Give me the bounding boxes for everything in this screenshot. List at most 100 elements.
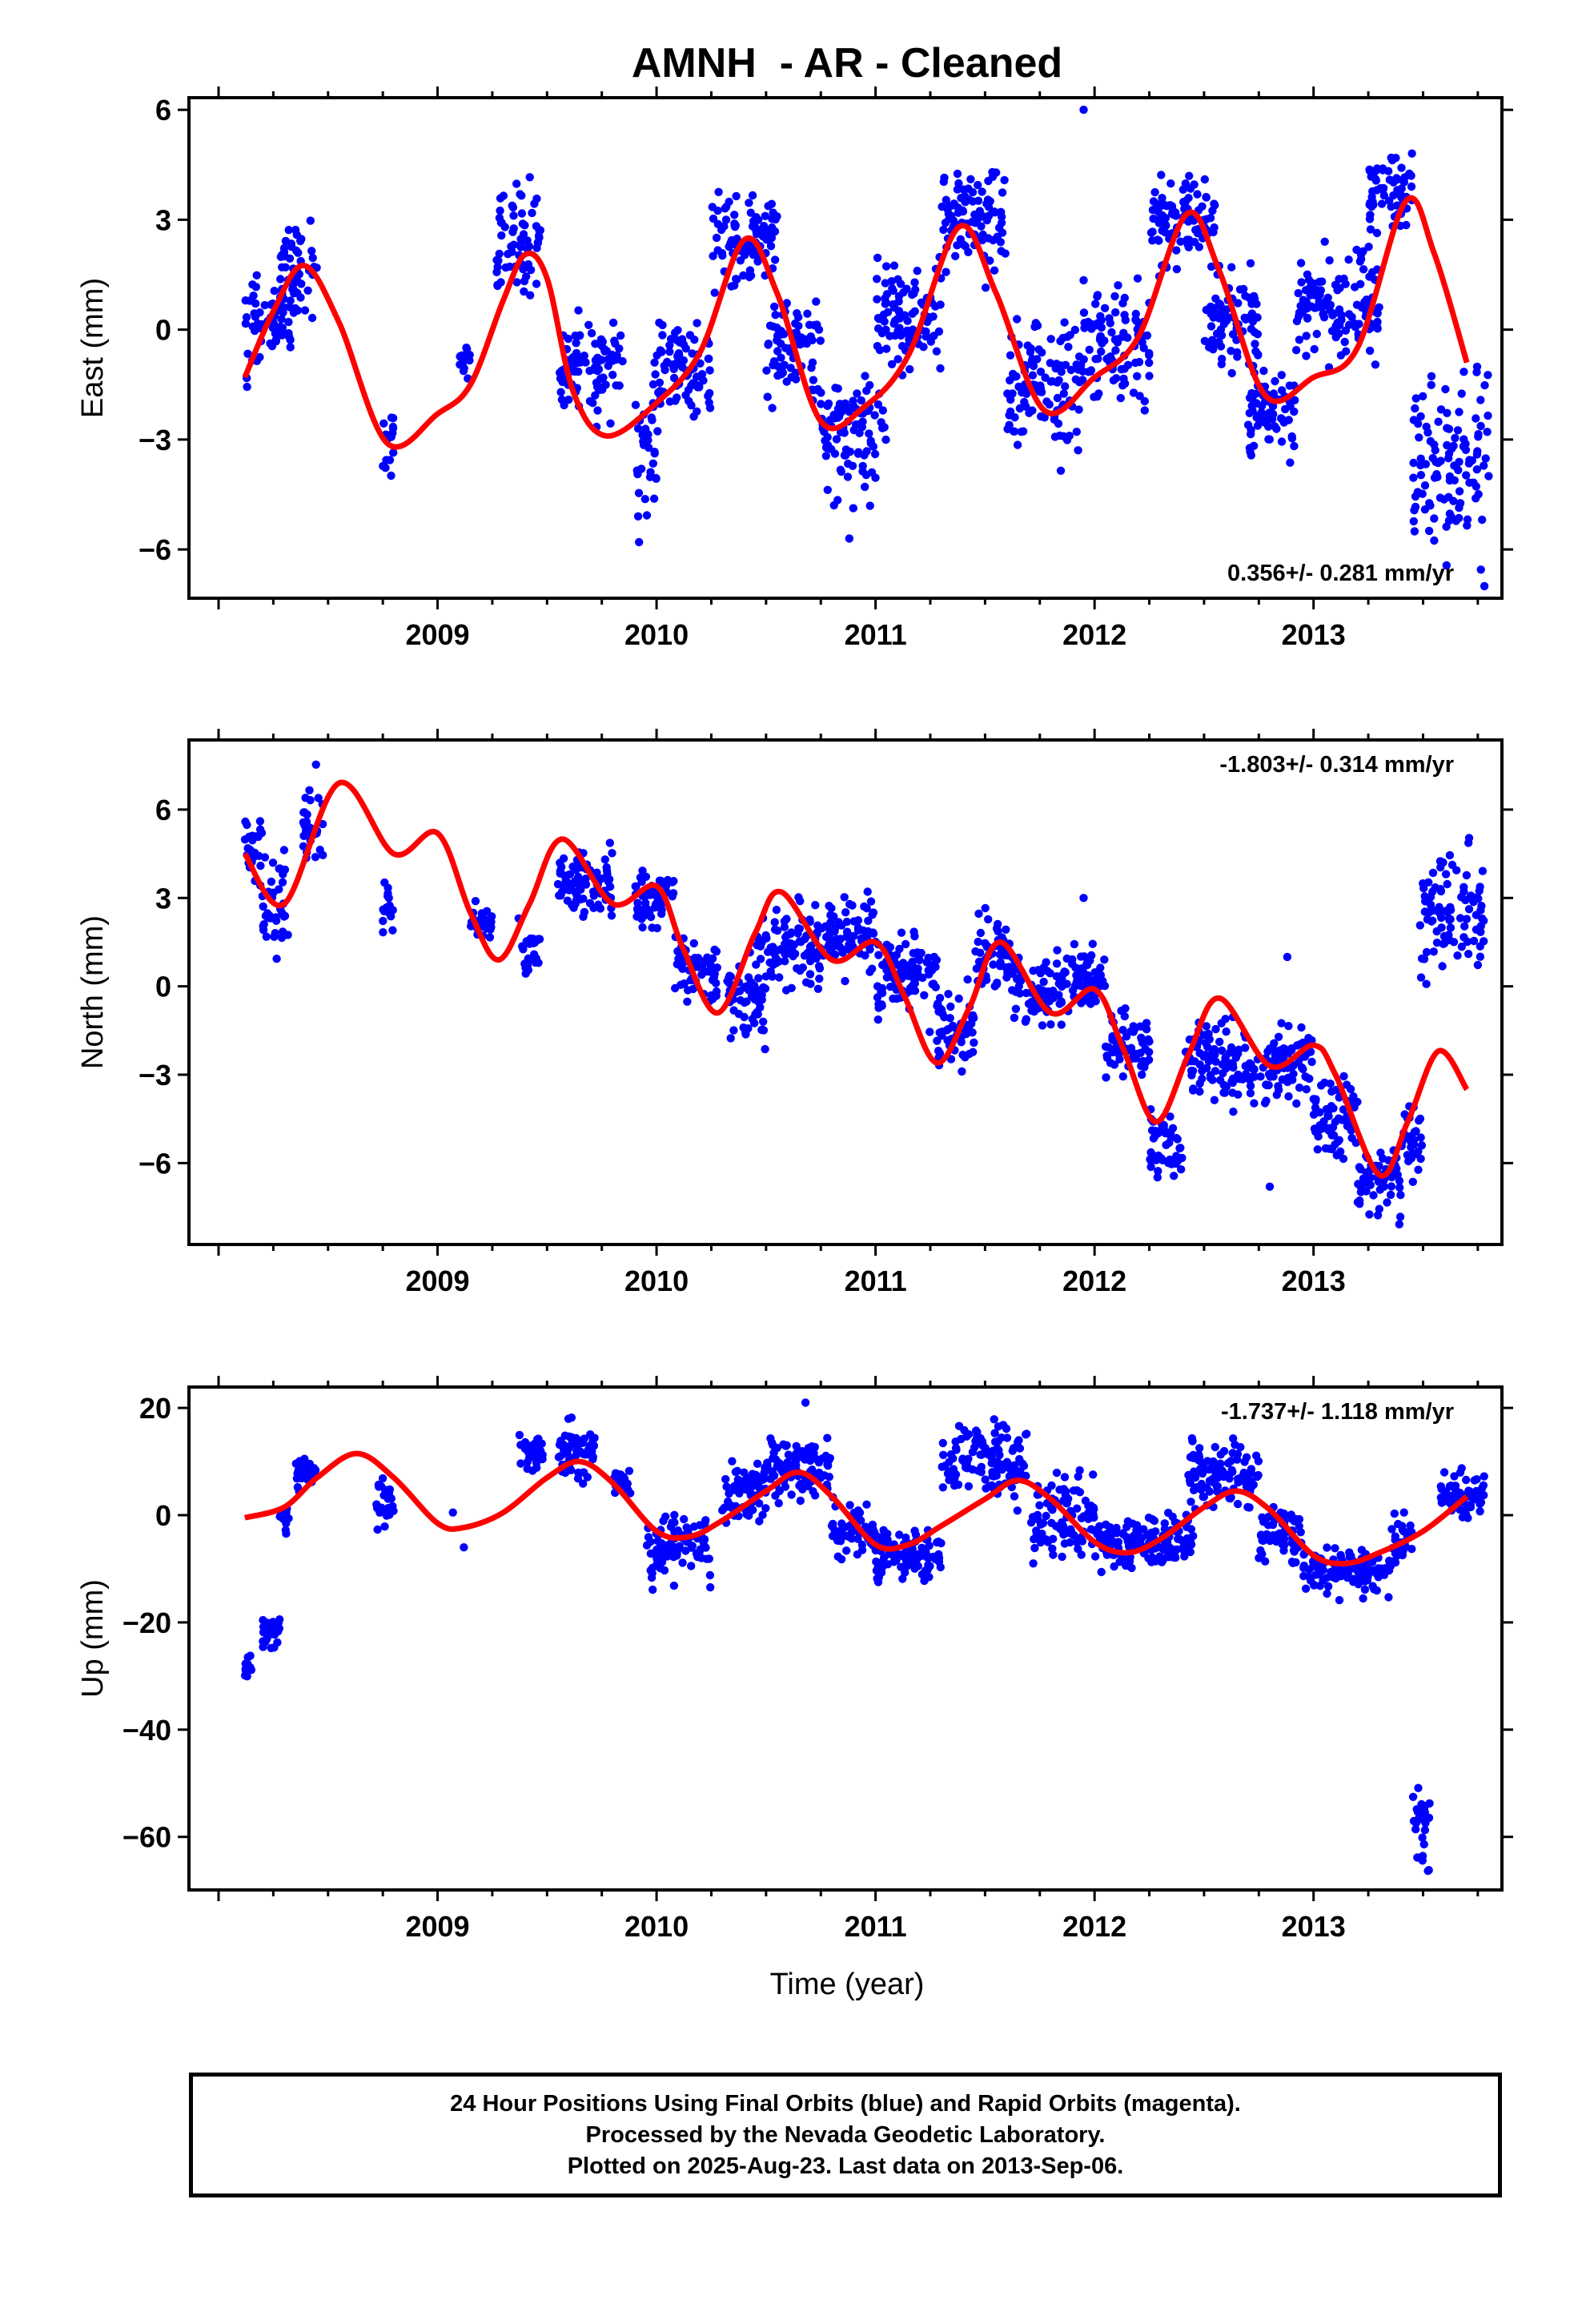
east-point <box>658 320 667 330</box>
north-point <box>1145 1047 1154 1057</box>
east-point <box>1421 460 1431 468</box>
east-point <box>740 251 749 259</box>
up-point <box>1263 1521 1273 1530</box>
east-point <box>1303 314 1312 323</box>
up-point <box>799 1453 808 1462</box>
east-point <box>953 241 962 250</box>
up-point <box>1271 1535 1280 1544</box>
up-point <box>647 1573 656 1582</box>
east-point <box>590 363 600 372</box>
up-point <box>964 1429 974 1439</box>
up-point <box>1420 1826 1430 1835</box>
north-point <box>279 846 289 854</box>
north-point <box>706 961 716 970</box>
east-point <box>497 231 506 240</box>
north-point <box>1387 1172 1396 1182</box>
east-point <box>1322 301 1331 310</box>
east-point <box>1286 458 1295 467</box>
east-point <box>1119 328 1128 337</box>
east-x-tick-label: 2010 <box>624 618 689 651</box>
north-point <box>1256 1072 1265 1081</box>
north-point <box>844 931 853 939</box>
east-point <box>1006 351 1015 360</box>
up-point <box>787 1490 796 1499</box>
north-point <box>744 973 753 982</box>
east-point <box>853 389 861 398</box>
east-point <box>882 290 892 299</box>
up-point <box>1066 1525 1075 1534</box>
up-point <box>1211 1470 1220 1479</box>
east-point <box>308 253 317 263</box>
north-point <box>1250 1099 1259 1108</box>
up-point <box>273 1638 282 1647</box>
east-point <box>1234 299 1243 308</box>
east-point <box>307 247 316 255</box>
north-point <box>829 912 838 921</box>
up-point <box>1203 1483 1211 1492</box>
east-point <box>1407 171 1415 180</box>
north-point <box>907 970 916 979</box>
north-point <box>1476 952 1485 961</box>
east-point <box>654 388 663 397</box>
east-point <box>1286 401 1295 411</box>
north-point <box>1353 1198 1363 1207</box>
north-point <box>1117 1007 1126 1015</box>
north-point <box>568 862 577 871</box>
north-point <box>1034 984 1043 993</box>
east-point <box>532 279 541 288</box>
east-point <box>248 280 257 289</box>
up-point <box>1254 1470 1263 1480</box>
east-point <box>889 320 898 328</box>
north-point <box>1446 906 1456 915</box>
north-point <box>388 926 397 935</box>
east-point <box>1367 192 1376 202</box>
east-point <box>1246 259 1255 267</box>
north-y-tick-label: 0 <box>155 971 171 1003</box>
up-point <box>774 1498 783 1508</box>
east-point <box>1251 399 1260 408</box>
north-point <box>1443 879 1452 889</box>
east-point <box>1387 155 1397 165</box>
up-point <box>997 1433 1006 1442</box>
up-point <box>689 1522 699 1531</box>
north-point <box>1409 1136 1419 1144</box>
north-point <box>825 931 834 939</box>
north-point <box>243 820 251 830</box>
north-point <box>262 932 271 941</box>
up-point <box>573 1474 583 1483</box>
east-point <box>791 368 801 377</box>
east-point <box>633 512 643 521</box>
up-point <box>808 1466 817 1474</box>
north-y-tick-label: 6 <box>155 794 171 826</box>
east-point <box>762 366 771 375</box>
up-point <box>964 1482 974 1491</box>
east-point <box>652 351 661 360</box>
east-point <box>1090 392 1098 401</box>
east-point <box>824 399 833 408</box>
east-point <box>1005 411 1014 420</box>
up-point <box>385 1506 395 1514</box>
up-point <box>644 1533 653 1542</box>
up-point <box>1036 1538 1046 1547</box>
east-point <box>1416 471 1426 480</box>
east-point <box>1430 536 1439 545</box>
up-point <box>1187 1433 1197 1443</box>
up-point <box>968 1465 978 1474</box>
north-point <box>1042 958 1050 967</box>
east-point <box>1325 256 1334 265</box>
north-point <box>1432 927 1441 936</box>
north-point <box>825 902 833 911</box>
east-y-tick-label: 6 <box>155 94 171 127</box>
up-point <box>1073 1504 1082 1513</box>
east-point <box>1074 405 1083 414</box>
east-point <box>953 185 962 194</box>
north-point <box>1334 1114 1343 1123</box>
east-point <box>964 184 973 193</box>
north-point <box>934 1047 943 1055</box>
east-point <box>1191 226 1200 235</box>
east-point <box>895 314 905 323</box>
up-point <box>1164 1508 1173 1518</box>
north-point <box>1096 971 1106 979</box>
east-point <box>296 236 305 246</box>
up-point <box>990 1429 999 1437</box>
